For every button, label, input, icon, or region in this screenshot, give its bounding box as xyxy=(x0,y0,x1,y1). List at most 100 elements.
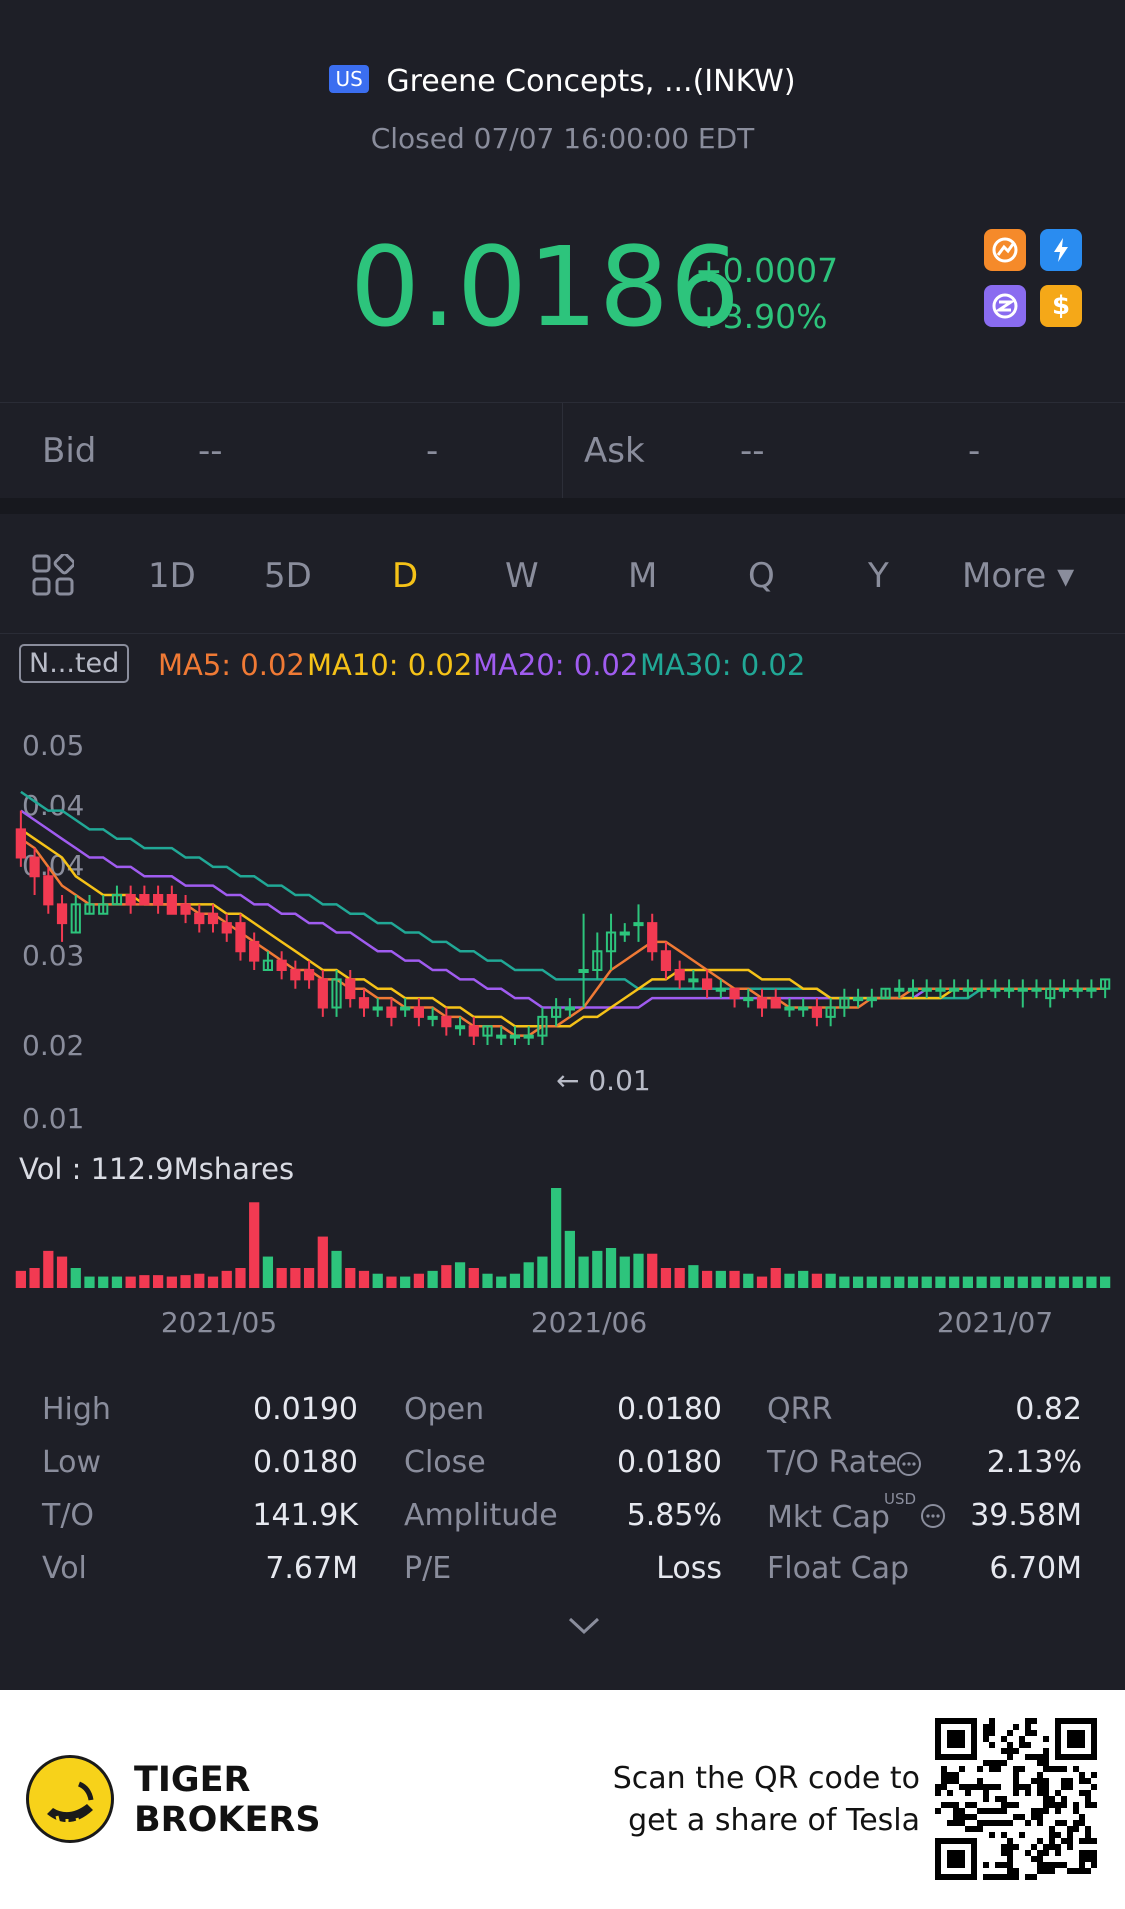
candle xyxy=(756,988,768,1017)
volume-bar xyxy=(427,1270,438,1288)
stat-value: 7.67M xyxy=(265,1551,358,1586)
volume-bar xyxy=(194,1273,205,1288)
volume-bar xyxy=(976,1276,987,1288)
info-icon[interactable] xyxy=(895,1450,923,1478)
volume-bar xyxy=(592,1250,603,1288)
chevron-down-icon[interactable] xyxy=(566,1614,602,1638)
ask-size: - xyxy=(968,431,981,471)
tab-y[interactable]: Y xyxy=(868,556,889,596)
candle xyxy=(743,988,754,1008)
candle xyxy=(688,970,699,989)
volume-bar xyxy=(784,1273,795,1288)
ma10-value: MA10: 0.02 xyxy=(307,648,473,682)
volume-bar xyxy=(345,1268,356,1288)
candle xyxy=(400,998,411,1017)
candle xyxy=(249,932,260,970)
volume-bar xyxy=(811,1273,823,1288)
info-icon[interactable] xyxy=(919,1502,947,1530)
volume-bar xyxy=(1072,1276,1083,1288)
tab-more[interactable]: More ▾ xyxy=(962,556,1075,596)
price-change: +0.0007 +3.90% xyxy=(695,248,838,340)
ma5-line xyxy=(20,837,1106,1037)
volume-bar xyxy=(852,1276,864,1288)
volume-bar xyxy=(125,1276,136,1288)
volume-bar xyxy=(303,1268,315,1288)
candle xyxy=(509,1026,521,1045)
volume-bar xyxy=(207,1276,219,1288)
tab-d[interactable]: D xyxy=(392,556,419,596)
candlestick-chart[interactable]: 0.050.040.040.030.020.01 2021/05 2021/06 2… xyxy=(0,700,1125,1340)
promo-footer: TIGER BROKERS Scan the QR code to get a … xyxy=(0,1690,1125,1909)
indicator-grid-icon[interactable] xyxy=(32,554,74,596)
stat-value: 0.0180 xyxy=(253,1445,358,1480)
candle xyxy=(194,904,205,933)
volume-bar xyxy=(15,1270,26,1288)
candle xyxy=(276,951,287,980)
blue-lightning-icon[interactable] xyxy=(1040,229,1082,271)
candle xyxy=(386,998,397,1027)
stock-title-row[interactable]: US Greene Concepts, ...(INKW) xyxy=(0,64,1125,99)
candle xyxy=(660,941,672,980)
candle xyxy=(811,998,823,1027)
brand-line-2: BROKERS xyxy=(134,1800,321,1840)
volume-bar xyxy=(537,1256,548,1288)
ma10-line xyxy=(20,828,1106,1028)
candle xyxy=(962,979,974,999)
candle xyxy=(413,998,425,1027)
candle xyxy=(619,923,630,942)
candle xyxy=(125,885,136,914)
candle xyxy=(207,904,219,933)
candle xyxy=(15,810,26,867)
candle xyxy=(496,1026,507,1045)
qr-code-icon[interactable] xyxy=(935,1718,1097,1880)
quote-header: US Greene Concepts, ...(INKW) Closed 07/… xyxy=(0,0,1125,402)
volume-bar xyxy=(413,1273,425,1288)
volume-bar xyxy=(1045,1276,1056,1288)
candle xyxy=(70,895,81,934)
tab-m[interactable]: M xyxy=(628,556,658,596)
volume-bar xyxy=(756,1276,768,1288)
volume-bar xyxy=(715,1270,726,1288)
purple-badge-icon[interactable] xyxy=(984,285,1026,327)
volume-bar xyxy=(1017,1276,1028,1288)
tab-q[interactable]: Q xyxy=(748,556,775,596)
stat-value: 39.58M xyxy=(970,1498,1082,1533)
candle xyxy=(921,979,932,999)
volume-bar xyxy=(578,1256,589,1288)
tab-1d[interactable]: 1D xyxy=(148,556,196,596)
market-status: Closed 07/07 16:00:00 EDT xyxy=(370,122,755,155)
stat-value: 2.13% xyxy=(986,1445,1082,1480)
stat-label: T/O Rate xyxy=(767,1445,898,1480)
tab-5d[interactable]: 5D xyxy=(264,556,312,596)
volume-bar xyxy=(962,1276,974,1288)
volume-bar xyxy=(29,1268,40,1288)
y-tick-label: 0.04 xyxy=(22,789,84,822)
volume-bar xyxy=(619,1256,630,1288)
bid-price: -- xyxy=(198,431,223,471)
moving-average-legend: N...ted MA5: 0.02 MA10: 0.02 MA20: 0.02 … xyxy=(0,644,1125,684)
volume-bar xyxy=(111,1276,123,1288)
candle xyxy=(43,866,54,914)
volume-bar xyxy=(84,1276,95,1288)
volume-bar xyxy=(770,1268,781,1288)
stat-value: 0.82 xyxy=(1015,1392,1082,1427)
candle xyxy=(592,932,603,980)
scan-line-1: Scan the QR code to xyxy=(612,1761,920,1796)
dollar-icon[interactable]: $ xyxy=(1040,285,1082,327)
volume-bar xyxy=(454,1262,466,1288)
volume-bar xyxy=(56,1256,68,1288)
tab-w[interactable]: W xyxy=(505,556,539,596)
orange-badge-icon[interactable] xyxy=(984,229,1026,271)
candle xyxy=(537,1007,548,1045)
x-tick-label: 2021/05 xyxy=(161,1306,277,1339)
volume-bar xyxy=(482,1273,493,1288)
ma20-value: MA20: 0.02 xyxy=(473,648,639,682)
volume-bar xyxy=(798,1270,809,1288)
stat-label: High xyxy=(42,1392,111,1427)
candle xyxy=(1072,979,1083,999)
volume-bar xyxy=(523,1262,534,1288)
candle xyxy=(482,1025,493,1045)
adjust-type-button[interactable]: N...ted xyxy=(19,644,130,683)
candle xyxy=(701,970,713,999)
volume-bar xyxy=(441,1265,452,1288)
